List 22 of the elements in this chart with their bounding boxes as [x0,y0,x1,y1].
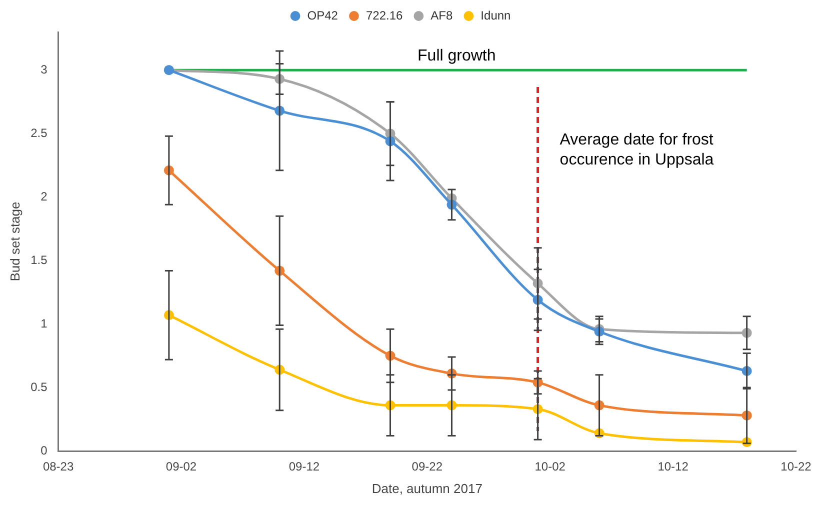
y-tick-label: 0.5 [30,380,48,394]
y-tick-label: 1.5 [30,252,48,267]
x-tick-label: 10-02 [534,460,566,474]
x-tick-label: 10-12 [658,460,689,474]
legend-label: AF8 [430,8,454,22]
legend-label: 722.16 [366,8,403,22]
y-tick-label: 0 [40,443,48,458]
x-tick-label: 09-02 [166,460,197,474]
y-tick-label: 1 [40,316,48,330]
y-axis-title: Bud set stage [7,202,22,282]
ref-line-label: Average date for frost occurence in Uppsala [560,131,714,168]
legend-label: OP42 [307,8,338,22]
x-tick-label: 09-22 [412,460,443,474]
legend-label: Idunn [480,8,511,22]
x-tick-label: 08-23 [42,460,74,474]
y-tick-label: 3 [40,62,48,76]
x-tick-label: 10-22 [780,460,812,474]
y-tick-label: 2.5 [30,126,48,140]
annotation: Full growth [418,47,496,64]
y-tick-label: 2 [40,189,48,204]
x-axis-title: Date, autumn 2017 [372,480,482,496]
x-tick-label: 09-12 [288,460,320,474]
